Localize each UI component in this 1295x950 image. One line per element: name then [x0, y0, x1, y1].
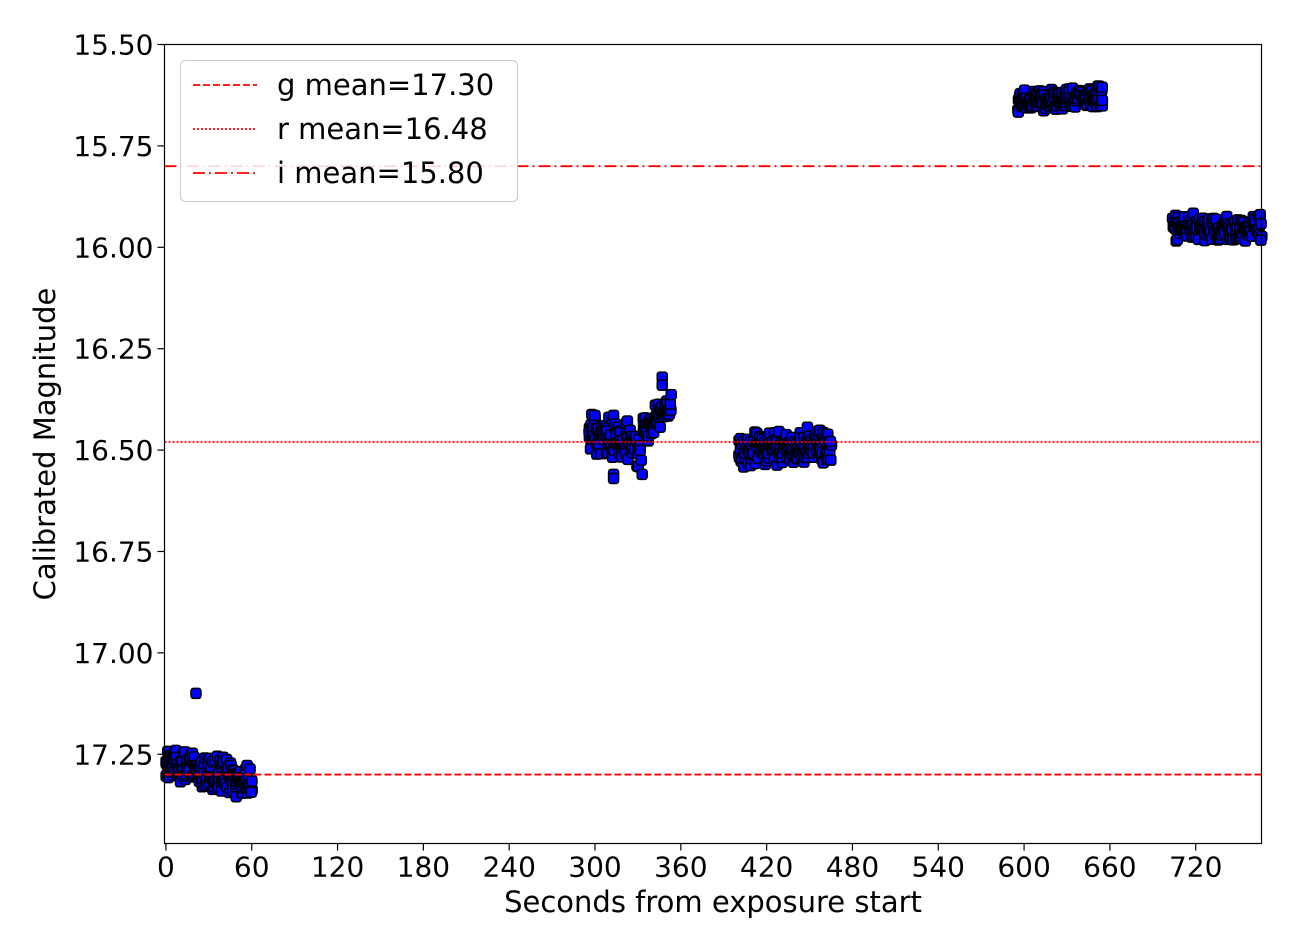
y-tick-label-6: 17.00 — [73, 637, 153, 670]
data-point-908 — [607, 472, 620, 485]
x-tick-label-10: 600 — [997, 851, 1050, 884]
data-point-178 — [245, 786, 258, 798]
y-axis: 15.50 15.75 16.00 16.25 16.50 16.75 17.00 17.25 — [73, 29, 165, 771]
data-point-538 — [825, 454, 837, 466]
x-tick-label-8: 480 — [826, 851, 879, 884]
y-tick-label-2: 16.00 — [73, 231, 153, 264]
y-tick-label-7: 17.25 — [73, 738, 153, 771]
data-point-906 — [190, 687, 202, 700]
data-point-347 — [665, 388, 677, 401]
data-point-179 — [246, 775, 258, 787]
y-tick-label-3: 16.25 — [73, 333, 153, 366]
x-axis: 0 60 120 180 240 300 360 420 480 540 600 660 720 — [157, 843, 1222, 884]
legend-box — [180, 60, 518, 202]
data-point-194 — [589, 409, 601, 422]
y-axis-title: Calibrated Magnitude — [28, 288, 62, 601]
y-tick-label-0: 15.50 — [73, 29, 153, 62]
legend-label-2: i mean=15.80 — [277, 156, 484, 190]
x-tick-label-11: 660 — [1083, 851, 1136, 884]
mean-reference-lines — [164, 165, 1262, 776]
legend-label-0: g mean=17.30 — [277, 68, 494, 102]
x-tick-label-5: 300 — [568, 851, 621, 884]
x-tick-label-9: 540 — [912, 851, 965, 884]
x-tick-label-7: 420 — [740, 851, 793, 884]
data-point-289 — [635, 454, 647, 467]
x-tick-label-12: 720 — [1169, 851, 1222, 884]
x-tick-label-4: 240 — [482, 851, 535, 884]
data-point-346 — [664, 398, 677, 410]
x-tick-label-3: 180 — [397, 851, 450, 884]
x-tick-label-0: 0 — [157, 851, 175, 884]
y-tick-label-4: 16.50 — [73, 434, 153, 467]
data-point-717 — [1096, 81, 1108, 94]
x-tick-label-1: 60 — [234, 851, 270, 884]
legend-label-1: r mean=16.48 — [277, 112, 488, 146]
data-point-911 — [656, 379, 668, 391]
legend: g mean=17.30 r mean=16.48 i mean=15.80 — [180, 60, 518, 202]
x-axis-title: Seconds from exposure start — [504, 885, 922, 919]
plot-frame — [163, 43, 1263, 845]
x-tick-label-2: 120 — [311, 851, 364, 884]
y-tick-label-5: 16.75 — [73, 535, 153, 568]
data-point-326 — [654, 421, 666, 433]
data-point-719 — [1096, 94, 1109, 107]
data-point-175 — [244, 763, 256, 775]
data-point-909 — [636, 468, 648, 481]
data-point-290 — [634, 444, 646, 457]
y-tick-label-1: 15.75 — [73, 130, 153, 163]
x-tick-label-6: 360 — [654, 851, 707, 884]
